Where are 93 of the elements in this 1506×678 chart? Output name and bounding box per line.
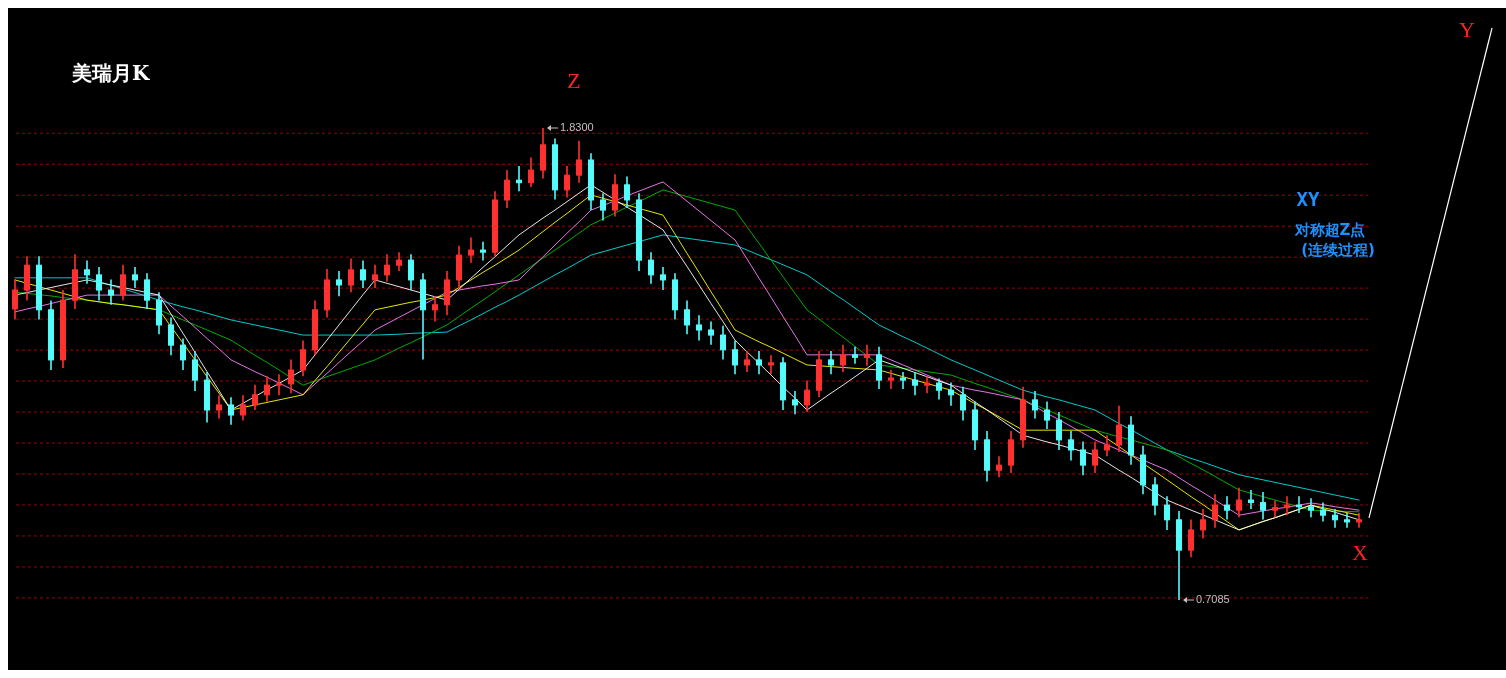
candlestick bbox=[851, 346, 859, 365]
candlestick bbox=[743, 350, 751, 373]
text: Y bbox=[1459, 17, 1476, 43]
candlestick bbox=[479, 240, 487, 262]
candlestick bbox=[863, 343, 871, 367]
candlestick bbox=[287, 358, 295, 394]
candlestick bbox=[383, 253, 391, 283]
candlestick bbox=[263, 375, 271, 403]
candlestick bbox=[407, 253, 415, 291]
candlestick bbox=[707, 320, 715, 346]
candlestick bbox=[1055, 411, 1063, 451]
candlestick bbox=[1259, 491, 1267, 521]
candlestick bbox=[623, 175, 631, 209]
chart-title: 美瑞月K bbox=[71, 61, 150, 85]
candlestick bbox=[683, 299, 691, 336]
candlestick bbox=[299, 339, 307, 378]
candlestick bbox=[359, 259, 367, 289]
candlestick bbox=[1331, 508, 1339, 529]
candlestick bbox=[599, 192, 607, 222]
annotation: XY bbox=[1296, 187, 1320, 210]
candlestick bbox=[755, 350, 763, 376]
candlestick bbox=[575, 139, 583, 184]
candlestick bbox=[1223, 495, 1231, 521]
annotation: 1.8300 bbox=[560, 120, 594, 133]
candlestick bbox=[1283, 495, 1291, 516]
candlestick bbox=[527, 156, 535, 188]
candlestick bbox=[167, 316, 175, 357]
candlestick bbox=[1103, 434, 1111, 458]
candlestick bbox=[1319, 501, 1327, 523]
candlestick bbox=[1091, 440, 1099, 474]
candlestick bbox=[191, 350, 199, 392]
candlestick bbox=[839, 343, 847, 373]
candlestick bbox=[179, 337, 187, 371]
candlestick bbox=[803, 379, 811, 413]
candlestick bbox=[911, 371, 919, 397]
candlestick bbox=[923, 375, 931, 394]
candlestick bbox=[647, 251, 655, 285]
candlestick bbox=[995, 455, 1003, 479]
candlestick bbox=[1163, 495, 1171, 531]
candlestick bbox=[1187, 518, 1195, 559]
candlestick bbox=[695, 314, 703, 342]
candlestick bbox=[947, 381, 955, 407]
candlestick bbox=[1343, 512, 1351, 529]
candlestick bbox=[395, 251, 403, 272]
candlestick bbox=[1031, 390, 1039, 420]
candlestick bbox=[1271, 499, 1279, 519]
text: Z bbox=[567, 68, 581, 94]
candlestick bbox=[515, 165, 523, 192]
candlestick bbox=[239, 394, 247, 422]
candlestick bbox=[95, 266, 103, 302]
candlestick bbox=[11, 278, 19, 321]
candlestick bbox=[731, 339, 739, 376]
candlestick bbox=[1307, 497, 1315, 519]
candlestick bbox=[347, 257, 355, 293]
candlestick bbox=[1235, 487, 1243, 519]
annotation: (连续过程) bbox=[1301, 240, 1375, 259]
candlestick bbox=[467, 236, 475, 264]
candlestick bbox=[719, 325, 727, 361]
candlestick bbox=[143, 272, 151, 310]
candlestick bbox=[827, 350, 835, 376]
candlestick bbox=[335, 270, 343, 298]
candlestick bbox=[1079, 440, 1087, 477]
annotation: X bbox=[1352, 540, 1369, 566]
candlestick bbox=[899, 371, 907, 390]
candlestick bbox=[227, 396, 235, 426]
candlestick bbox=[767, 354, 775, 376]
candlestick bbox=[215, 394, 223, 420]
candlestick bbox=[1247, 489, 1255, 510]
candlestick bbox=[83, 259, 91, 285]
candlestick bbox=[1043, 400, 1051, 430]
candlestick bbox=[1151, 476, 1159, 516]
candlestick bbox=[1115, 404, 1123, 453]
candlestick bbox=[563, 165, 571, 199]
candlestick bbox=[1355, 512, 1363, 529]
candlestick bbox=[1295, 495, 1303, 514]
candlestick bbox=[887, 369, 895, 390]
candlestick bbox=[371, 263, 379, 289]
candlestick bbox=[1067, 430, 1075, 462]
candlestick bbox=[1199, 508, 1207, 540]
candlestick bbox=[275, 373, 283, 397]
candlestick bbox=[959, 386, 967, 422]
candlestick bbox=[791, 390, 799, 415]
candlestick bbox=[251, 383, 259, 411]
candlestick bbox=[503, 169, 511, 209]
candlestick bbox=[107, 278, 115, 306]
candlestick bbox=[935, 377, 943, 401]
candlestick bbox=[119, 263, 127, 302]
candlestick bbox=[431, 295, 439, 323]
candlestick bbox=[131, 266, 139, 289]
annotation: 0.7085 bbox=[1196, 592, 1230, 605]
candlestick bbox=[1211, 493, 1219, 529]
annotation: 对称超Z点 bbox=[1293, 220, 1366, 239]
candlestick bbox=[659, 266, 667, 291]
